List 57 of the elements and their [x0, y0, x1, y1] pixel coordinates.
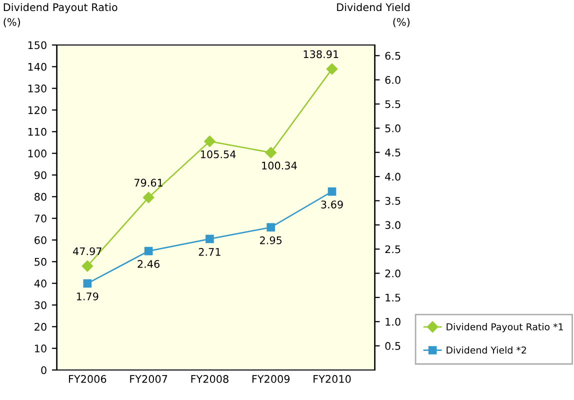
y2-tick-label: 6.5	[385, 52, 400, 60]
data-label: 2.71	[198, 248, 220, 256]
data-label: 105.54	[200, 150, 236, 158]
y-tick-label: 60	[34, 236, 46, 244]
x-tick-label: FY2006	[68, 375, 106, 383]
y2-axis-title: Dividend Yield (%)	[337, 3, 410, 28]
y2-tick-label: 5.5	[385, 100, 400, 108]
y-tick-label: 110	[28, 128, 46, 136]
y2-tick-label: 6.0	[385, 76, 400, 84]
point	[204, 136, 216, 147]
data-label: 2.46	[138, 260, 160, 268]
y2-tick-label: 3.5	[385, 196, 400, 205]
data-label: 2.95	[260, 236, 282, 244]
y2-tick-label: 1.5	[386, 294, 400, 302]
y-tick-label: 30	[34, 301, 46, 310]
point	[82, 260, 94, 272]
y2-tick-label: 2.5	[385, 245, 400, 254]
legend-label: Dividend Payout Ratio *1	[446, 323, 563, 332]
data-label: 138.91	[304, 50, 338, 58]
y-tick-label: 20	[34, 322, 46, 331]
y-tick-label: 70	[34, 214, 46, 222]
data-label: 100.34	[262, 162, 297, 170]
point	[206, 234, 214, 244]
y-tick-label: 50	[34, 258, 46, 266]
point	[328, 187, 336, 196]
legend-label: Dividend Yield *2	[446, 346, 526, 354]
point	[266, 223, 276, 232]
y-tick-label: 120	[28, 106, 46, 114]
y2-tick-label: 0.5	[385, 342, 400, 350]
y2-tick-label: 2.0	[385, 270, 400, 278]
y-tick-label: 140	[28, 62, 46, 71]
point	[142, 192, 154, 204]
point	[265, 146, 276, 158]
y-tick-label: 150	[28, 41, 46, 50]
point	[326, 63, 338, 75]
y-tick-label: 80	[34, 192, 46, 201]
y-tick-label: 130	[28, 84, 46, 92]
data-label: 3.69	[321, 200, 343, 208]
x-tick-label: FY2009	[252, 375, 290, 383]
y2-tick-label: 4.0	[385, 172, 400, 181]
y-tick-label: 0	[41, 366, 46, 374]
data-label: 79.61	[134, 178, 163, 187]
y2-tick-label: 5.0	[385, 124, 400, 132]
data-label: 1.79	[76, 292, 98, 300]
point	[83, 279, 92, 288]
y2-tick-label: 1.0	[386, 318, 400, 326]
x-tick-label: FY2008	[191, 375, 228, 383]
y-tick-label: 100	[28, 150, 46, 158]
point	[144, 246, 153, 256]
y2-tick-label: 3.0	[385, 221, 400, 230]
y-tick-label: 90	[34, 171, 46, 180]
y-tick-label: 40	[34, 280, 46, 288]
y-tick-label: 10	[34, 344, 46, 352]
y2-tick-label: 4.5	[385, 148, 400, 156]
y-axis-title: Dividend Payout Ratio (%)	[4, 3, 118, 28]
x-tick-label: FY2010	[314, 375, 351, 383]
x-tick-label: FY2007	[130, 375, 168, 383]
